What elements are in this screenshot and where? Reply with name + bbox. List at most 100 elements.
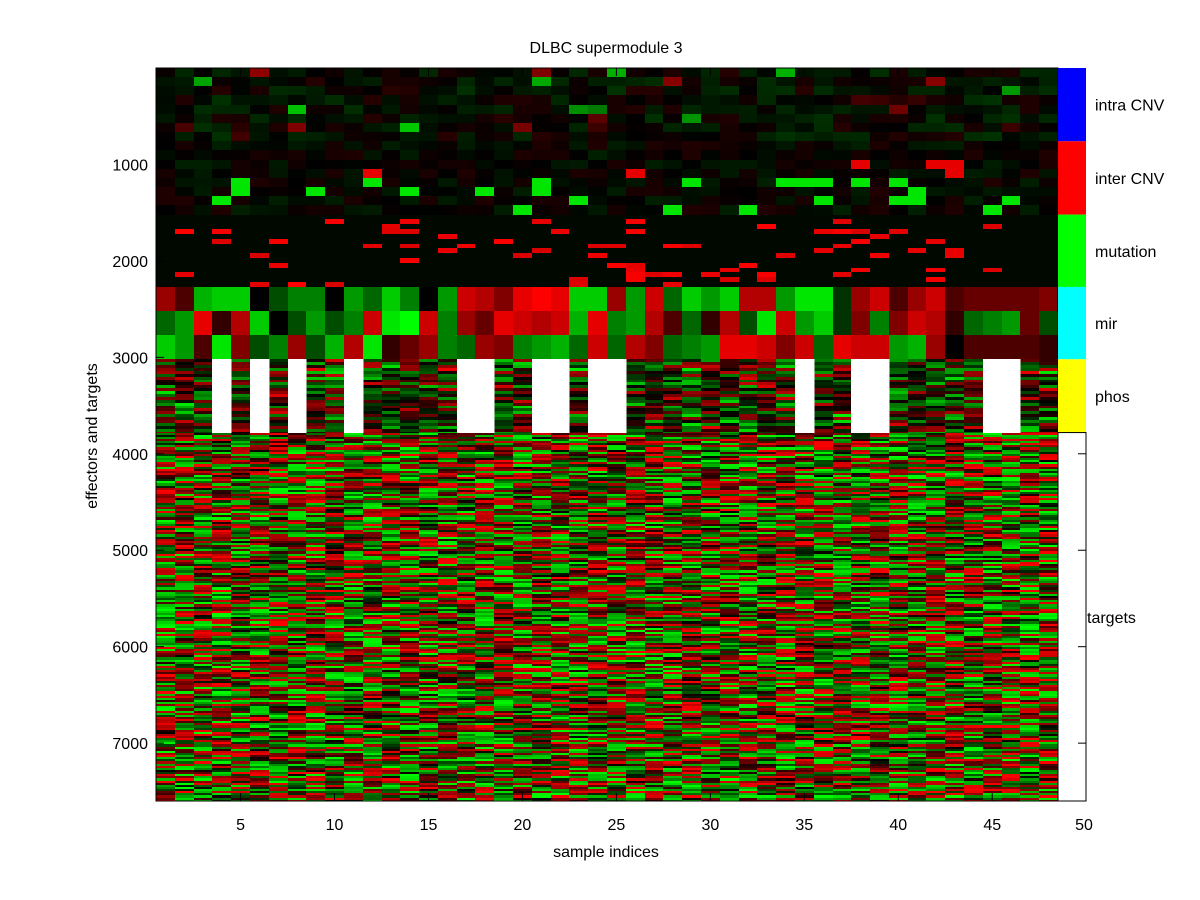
mutation-band-cell	[739, 272, 758, 278]
targets-band-cell	[457, 481, 476, 484]
inter-cnv-band-cell	[513, 205, 533, 216]
mutation-band-cell	[814, 277, 834, 283]
targets-band-cell	[175, 454, 195, 457]
mir-cell	[212, 335, 232, 360]
targets-band-cell	[156, 500, 176, 504]
mutation-band-cell	[288, 277, 307, 283]
intra-cnv-band-cell	[419, 132, 439, 142]
targets-band-cell	[175, 464, 195, 468]
mutation-band-cell	[626, 258, 646, 264]
phos-band-cell	[701, 385, 721, 389]
targets-band-cell	[569, 483, 589, 487]
targets-band-cell	[344, 443, 364, 446]
intra-cnv-band-cell	[908, 123, 927, 133]
targets-band-cell	[382, 475, 401, 478]
inter-cnv-band-cell	[438, 169, 458, 179]
mutation-band-cell	[494, 248, 514, 254]
mutation-band-cell	[682, 219, 702, 225]
mutation-band-cell	[269, 263, 289, 269]
mir-cell	[475, 287, 495, 312]
phos-band-cell	[757, 423, 777, 427]
targets-band-cell	[400, 492, 420, 495]
targets-band-cell	[532, 505, 552, 508]
inter-cnv-band-cell	[194, 178, 213, 188]
targets-band-cell	[663, 515, 683, 518]
targets-band-cell	[833, 488, 852, 491]
targets-band-cell	[363, 464, 383, 468]
phos-band-cell	[889, 426, 909, 430]
targets-band-cell	[212, 507, 232, 510]
phos-band-cell	[645, 380, 664, 383]
targets-band-cell	[663, 494, 683, 497]
phos-band-cell	[494, 374, 514, 378]
intra-cnv-band-cell	[889, 132, 909, 142]
targets-band-cell	[569, 505, 589, 508]
targets-band-cell	[964, 494, 984, 497]
targets-band-cell	[344, 447, 364, 451]
mutation-band-cell	[175, 215, 195, 220]
intra-cnv-band-cell	[325, 114, 345, 124]
phos-band-cell	[1020, 371, 1040, 375]
targets-band-cell	[682, 515, 702, 518]
phos-band-cell	[419, 394, 439, 398]
targets-band-cell	[400, 464, 420, 468]
mutation-band-cell	[288, 224, 307, 230]
phos-band-cell	[1020, 406, 1040, 409]
phos-band-cell	[626, 365, 646, 369]
mutation-band-cell	[588, 258, 608, 264]
phos-band-cell	[400, 359, 420, 363]
mutation-band-cell	[964, 215, 984, 220]
targets-band-cell	[795, 439, 815, 442]
targets-band-cell	[926, 509, 946, 512]
phos-band-cell	[175, 426, 195, 430]
inter-cnv-band-cell	[156, 205, 176, 216]
phos-band-cell	[156, 382, 176, 386]
inter-cnv-band-cell	[908, 169, 927, 179]
mutation-band-cell	[795, 239, 815, 245]
intra-cnv-band-cell	[382, 86, 401, 96]
intra-cnv-band-cell	[532, 114, 552, 124]
targets-band-cell	[156, 490, 176, 493]
inter-cnv-band-cell	[532, 187, 552, 197]
phos-band-cell	[269, 368, 289, 372]
intra-cnv-band-cell	[757, 132, 777, 142]
inter-cnv-band-cell	[551, 196, 570, 206]
targets-band-cell	[438, 450, 458, 453]
phos-band-cell	[419, 414, 439, 418]
targets-band-cell	[607, 481, 627, 484]
targets-band-cell	[457, 490, 476, 493]
targets-band-cell	[682, 524, 702, 527]
phos-band-cell	[645, 423, 664, 427]
targets-band-cell	[194, 443, 213, 446]
phos-band-cell	[513, 365, 533, 369]
targets-band-cell	[1020, 475, 1040, 478]
phos-band-cell	[701, 377, 721, 381]
targets-band-cell	[269, 488, 289, 491]
targets-band-cell	[532, 479, 552, 482]
inter-cnv-band-cell	[1039, 150, 1059, 161]
phos-band-cell	[663, 408, 683, 412]
targets-band-cell	[551, 473, 570, 476]
targets-band-cell	[964, 475, 984, 478]
intra-cnv-band-cell	[870, 123, 890, 133]
inter-cnv-band-cell	[814, 169, 834, 179]
targets-band-cell	[607, 522, 627, 525]
targets-band-cell	[757, 513, 777, 516]
intra-cnv-band-cell	[475, 86, 495, 96]
inter-cnv-band-cell	[945, 196, 965, 206]
phos-band-cell	[363, 406, 383, 409]
targets-band-cell	[720, 498, 740, 501]
mutation-band-cell	[626, 272, 646, 278]
targets-band-cell	[532, 513, 552, 516]
mutation-band-cell	[532, 229, 552, 235]
targets-band-cell	[964, 454, 984, 457]
targets-band-cell	[757, 494, 777, 497]
intra-cnv-band-cell	[269, 114, 289, 124]
phos-band-cell	[569, 423, 589, 427]
targets-band-cell	[926, 435, 946, 438]
mutation-band-cell	[851, 229, 871, 235]
inter-cnv-band-cell	[551, 178, 570, 188]
mutation-band-cell	[926, 229, 946, 235]
phos-band-cell	[419, 385, 439, 389]
phos-band-cell	[363, 417, 383, 421]
